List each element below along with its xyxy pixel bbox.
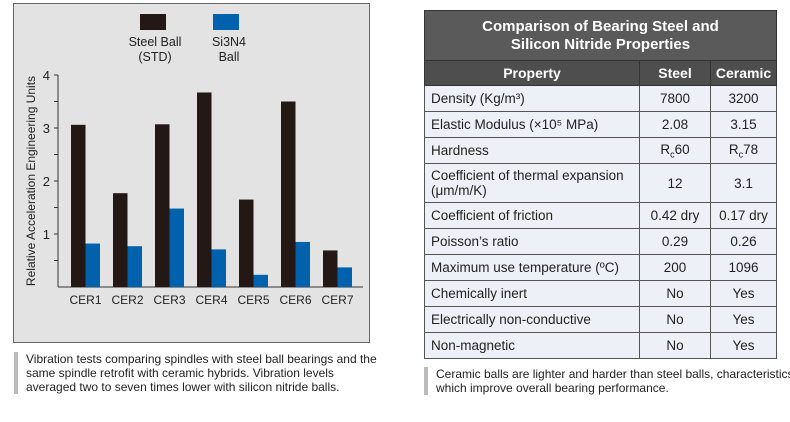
bar-si3n4-cer6 [295,241,310,287]
property-cell: Elastic Modulus (×10⁵ MPa) [424,111,640,138]
table-title: Comparison of Bearing Steel and Silicon N… [424,10,777,61]
legend-label: Si3N4 [212,35,246,49]
table-row: Poisson’s ratio 0.29 0.26 [424,228,777,255]
chart-caption: Vibration tests comparing spindles with … [14,352,384,394]
x-tick-label: CER4 [195,293,227,307]
legend-swatch [140,14,166,30]
steel-cell: No [639,280,711,307]
x-tick-label: CER2 [111,293,143,307]
steel-cell: No [639,306,711,333]
bar-steel-cer6 [281,101,296,287]
property-cell: Coefficient of friction [424,202,640,229]
ceramic-cell: 0.26 [710,228,777,255]
y-tick-label: 1 [43,227,50,242]
ceramic-cell: 3.1 [710,163,777,203]
bar-si3n4-cer5 [253,274,268,287]
ceramic-cell: Yes [710,332,777,359]
table-row: Hardness Rc60 Rc78 [424,137,777,164]
table-title-line-2: Silicon Nitride Properties [510,35,691,53]
legend-swatch [213,14,239,30]
x-tick-label: CER1 [69,293,101,307]
header-ceramic: Ceramic [710,60,777,86]
bar-steel-cer5 [239,199,254,287]
table-row: Coefficient of thermal expansion (μm/m/K… [424,163,777,203]
table-title-line-1: Comparison of Bearing Steel and [482,17,719,35]
steel-cell: No [639,332,711,359]
bar-steel-cer7 [323,250,338,287]
property-cell: Non-magnetic [424,332,640,359]
steel-cell: 12 [639,163,711,203]
ceramic-cell: 3.15 [710,111,777,138]
legend-label: (STD) [138,50,171,64]
bar-si3n4-cer7 [337,267,352,287]
steel-cell: 0.29 [639,228,711,255]
table-row: Maximum use temperature (ºC) 200 1096 [424,254,777,281]
bar-steel-cer3 [155,124,170,287]
steel-cell: 7800 [639,85,711,112]
property-cell: Electrically non-conductive [424,306,640,333]
table-row: Coefficient of friction 0.42 dry 0.17 dry [424,202,777,229]
legend-label: Ball [219,50,240,64]
property-cell: Coefficient of thermal expansion (μm/m/K… [424,163,640,203]
y-tick-label: 4 [43,68,50,83]
y-tick-label: 3 [43,121,50,136]
table-row: Elastic Modulus (×10⁵ MPa) 2.08 3.15 [424,111,777,138]
legend-label: Steel Ball [129,35,182,49]
steel-cell: 200 [639,254,711,281]
steel-cell: 0.42 dry [639,202,711,229]
bar-si3n4-cer2 [127,246,142,287]
header-property: Property [424,60,640,86]
ceramic-cell: Yes [710,306,777,333]
ceramic-cell: Rc78 [710,137,777,164]
steel-cell: Rc60 [639,137,711,164]
property-cell: Maximum use temperature (ºC) [424,254,640,281]
bar-steel-cer1 [71,124,86,287]
x-tick-label: CER3 [153,293,185,307]
table-row: Non-magnetic No Yes [424,332,777,359]
steel-cell: 2.08 [639,111,711,138]
bar-chart: 1 2 3 4 Relative Acceleration Engineering Un… [24,14,363,307]
bar-steel-cer2 [113,193,128,287]
table-row: Density (Kg/m³) 7800 3200 [424,85,777,112]
ceramic-cell: 1096 [710,254,777,281]
chart-panel: 1 2 3 4 Relative Acceleration Engineering Un… [13,3,370,343]
property-cell: Density (Kg/m³) [424,85,640,112]
ceramic-cell: 3200 [710,85,777,112]
header-steel: Steel [639,60,711,86]
ceramic-cell: Yes [710,280,777,307]
y-axis-label: Relative Acceleration Engineering Units [24,76,38,286]
x-tick-label: CER5 [237,293,269,307]
ceramic-cell: 0.17 dry [710,202,777,229]
property-cell: Chemically inert [424,280,640,307]
y-tick-label: 2 [43,174,50,189]
x-tick-label: CER7 [321,293,353,307]
properties-table: Comparison of Bearing Steel and Silicon N… [424,10,777,359]
bar-si3n4-cer1 [85,243,100,287]
bar-si3n4-cer4 [211,249,226,287]
property-cell: Hardness [424,137,640,164]
bar-steel-cer4 [197,92,212,288]
x-tick-label: CER6 [279,293,311,307]
table-row: Chemically inert No Yes [424,280,777,307]
table-caption: Ceramic balls are lighter and harder tha… [424,367,790,395]
bar-si3n4-cer3 [169,208,184,287]
table-row: Electrically non-conductive No Yes [424,306,777,333]
property-cell: Poisson’s ratio [424,228,640,255]
